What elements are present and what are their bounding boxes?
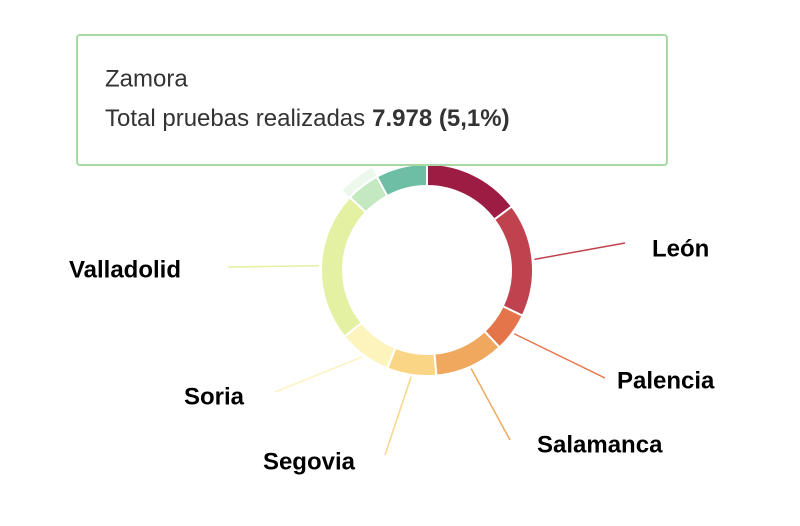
tooltip-line: Total pruebas realizadas 7.978 (5,1%) bbox=[105, 105, 510, 132]
slice bbox=[433, 329, 501, 377]
data-label: Valladolid bbox=[69, 256, 181, 283]
data-label: Salamanca bbox=[537, 431, 663, 458]
connector bbox=[470, 368, 511, 441]
tooltip-box bbox=[76, 34, 668, 166]
tooltip: Zamora Total pruebas realizadas 7.978 (5,… bbox=[76, 34, 668, 166]
data-label: Soria bbox=[184, 383, 245, 410]
slice bbox=[320, 195, 368, 338]
connector bbox=[513, 333, 606, 379]
connector bbox=[227, 265, 320, 268]
connector bbox=[534, 242, 626, 261]
connector bbox=[384, 376, 412, 456]
slice bbox=[426, 162, 514, 222]
data-label: León bbox=[652, 235, 709, 262]
tooltip-series: Total pruebas realizadas bbox=[105, 105, 365, 132]
plot: León Palencia Salamanca Segovia Soria Vallado… bbox=[69, 162, 715, 475]
data-label: Segovia bbox=[263, 448, 356, 475]
slice bbox=[375, 162, 428, 198]
hover-halo bbox=[342, 167, 377, 198]
connector bbox=[274, 356, 363, 393]
tooltip-value: 7.978 (5,1%) bbox=[372, 105, 509, 132]
tooltip-category: Zamora bbox=[105, 65, 188, 92]
slice bbox=[492, 205, 534, 318]
data-label: Palencia bbox=[617, 367, 715, 394]
